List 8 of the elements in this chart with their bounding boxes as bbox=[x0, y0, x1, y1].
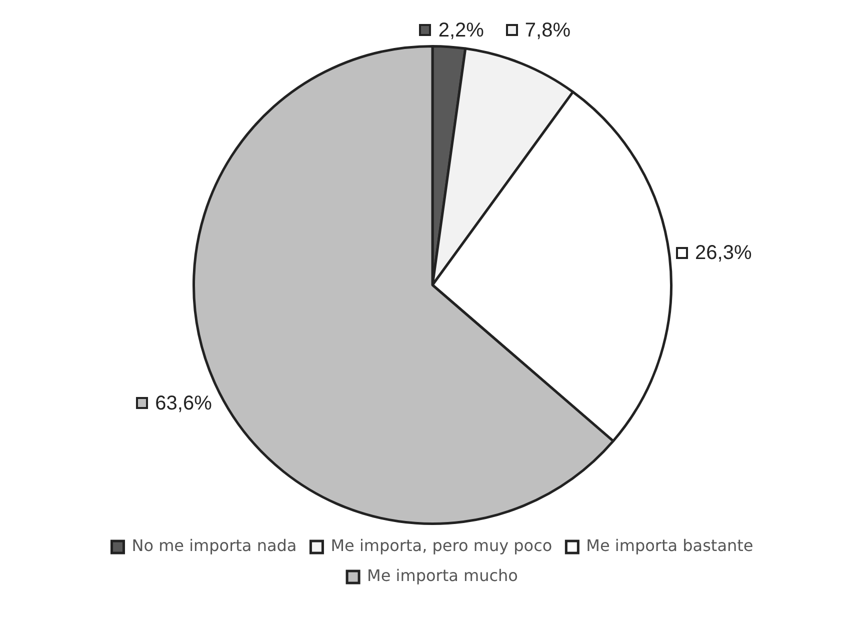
data-label: 26,3% bbox=[695, 242, 752, 264]
legend-label: Me importa mucho bbox=[367, 566, 518, 586]
data-label: 63,6% bbox=[155, 392, 212, 415]
legend-label: Me importa, pero muy poco bbox=[330, 536, 552, 556]
data-label: 2,2% bbox=[438, 20, 484, 42]
data-label: 7,8% bbox=[524, 20, 571, 42]
legend-label: Me importa bastante bbox=[586, 536, 754, 556]
legend-label: No me importa nada bbox=[132, 536, 297, 556]
